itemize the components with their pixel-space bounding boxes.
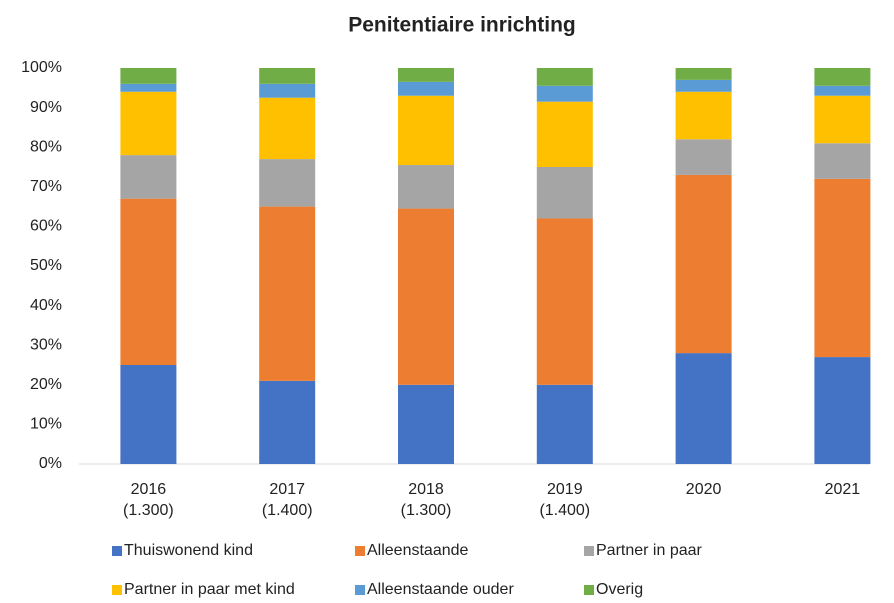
- y-tick-label: 70%: [30, 178, 62, 195]
- bar-segment: [814, 68, 871, 86]
- bar-segment: [398, 384, 454, 464]
- x-tick-label: 2021: [825, 481, 861, 498]
- x-tick-label: 2017: [269, 481, 305, 498]
- bar-segment: [259, 97, 316, 160]
- x-tick-label: (1.400): [539, 502, 590, 519]
- y-tick-label: 40%: [30, 297, 62, 314]
- legend-swatch: [355, 546, 365, 556]
- chart-title: Penitentiaire inrichting: [348, 14, 576, 37]
- bar-segment: [398, 208, 454, 385]
- legend-swatch: [584, 546, 594, 556]
- bar-segment: [398, 68, 454, 82]
- bar-segment: [259, 68, 316, 84]
- bar-segment: [814, 85, 871, 96]
- legend-swatch: [355, 585, 365, 595]
- legend-label: Alleenstaande: [367, 542, 469, 559]
- legend-swatch: [584, 585, 594, 595]
- legend-label: Overig: [596, 581, 643, 598]
- bar-segment: [814, 95, 871, 144]
- bar-segment: [120, 365, 177, 464]
- legend-swatch: [112, 546, 122, 556]
- bar-segment: [120, 155, 177, 199]
- legend-label: Partner in paar: [596, 542, 703, 559]
- bar-segment: [259, 380, 316, 464]
- y-tick-label: 60%: [30, 218, 62, 235]
- bar-segment: [675, 139, 732, 175]
- legend-label: Alleenstaande ouder: [367, 581, 514, 598]
- bar-segment: [259, 206, 316, 381]
- bar-segment: [814, 143, 871, 179]
- y-tick-label: 0%: [39, 455, 62, 472]
- x-tick-label: 2019: [547, 481, 583, 498]
- bar-segment: [536, 101, 593, 167]
- bar-segment: [398, 81, 454, 96]
- bar-segment: [675, 174, 732, 354]
- bar-segment: [675, 91, 732, 140]
- bar-segment: [675, 353, 732, 464]
- bar-segment: [536, 384, 593, 464]
- bar-segment: [120, 198, 177, 365]
- y-tick-label: 100%: [21, 59, 62, 76]
- bar-segment: [536, 85, 593, 102]
- bar-segment: [536, 68, 593, 86]
- y-tick-label: 50%: [30, 257, 62, 274]
- y-tick-label: 80%: [30, 138, 62, 155]
- bar-segment: [120, 83, 177, 92]
- bar-segment: [675, 79, 732, 92]
- bar-segment: [675, 68, 732, 80]
- bar-segment: [814, 357, 871, 464]
- bar-segment: [120, 91, 177, 156]
- bar-segment: [259, 83, 316, 98]
- y-tick-label: 90%: [30, 99, 62, 116]
- y-tick-label: 20%: [30, 376, 62, 393]
- legend-swatch: [112, 585, 122, 595]
- x-tick-label: 2020: [686, 481, 722, 498]
- x-tick-label: 2016: [131, 481, 167, 498]
- x-tick-label: 2018: [408, 481, 444, 498]
- bar-segment: [536, 218, 593, 385]
- bar-segment: [398, 95, 454, 166]
- x-tick-label: (1.400): [262, 502, 313, 519]
- legend-label: Thuiswonend kind: [124, 542, 253, 559]
- x-tick-label: (1.300): [401, 502, 452, 519]
- bar-segment: [120, 68, 177, 84]
- y-tick-label: 30%: [30, 336, 62, 353]
- bar-segment: [814, 178, 871, 358]
- x-tick-label: (1.300): [123, 502, 174, 519]
- legend-label: Partner in paar met kind: [124, 581, 295, 598]
- y-tick-label: 10%: [30, 416, 62, 433]
- bar-segment: [536, 167, 593, 219]
- bar-segment: [259, 159, 316, 207]
- bar-segment: [398, 165, 454, 209]
